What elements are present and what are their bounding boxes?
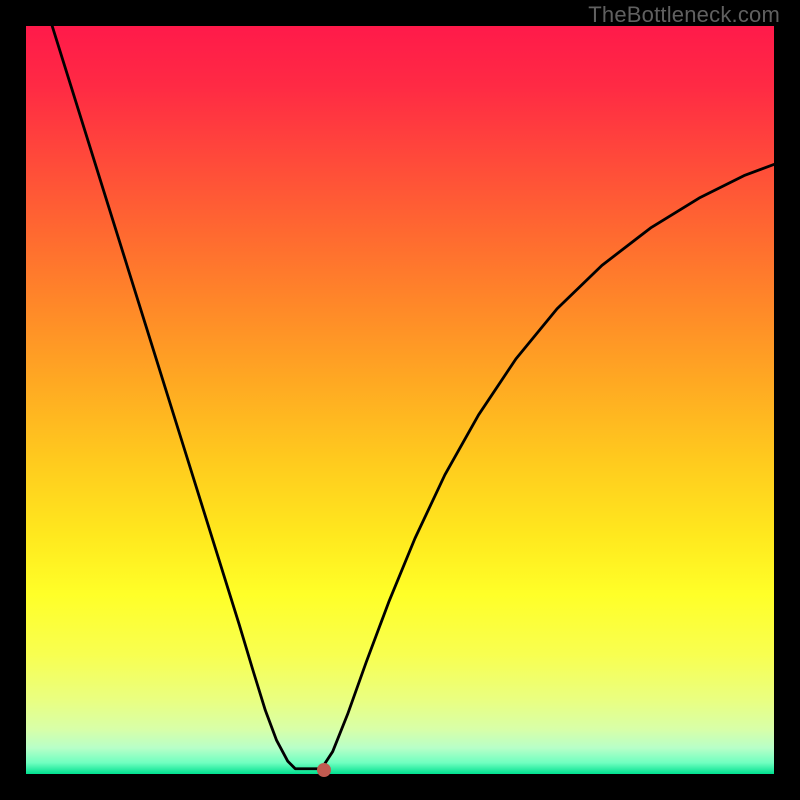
plot-area [26, 26, 774, 774]
bottleneck-curve [52, 26, 774, 769]
watermark-text: TheBottleneck.com [588, 2, 780, 28]
chart-container: TheBottleneck.com [0, 0, 800, 800]
optimal-point-marker [317, 763, 331, 777]
curve-svg [26, 26, 774, 774]
